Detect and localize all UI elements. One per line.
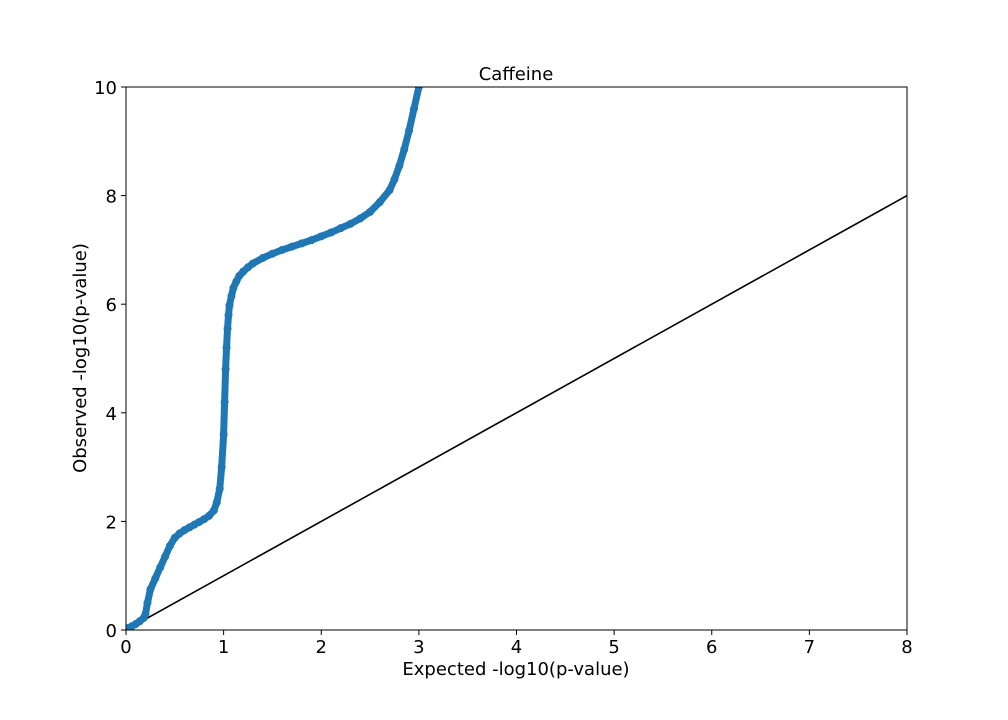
data-point xyxy=(141,609,150,618)
data-point xyxy=(409,104,418,113)
data-point xyxy=(317,232,326,241)
data-point xyxy=(278,245,287,254)
x-tick-label: 0 xyxy=(120,637,131,658)
x-tick-label: 2 xyxy=(316,637,327,658)
data-point xyxy=(212,498,221,507)
data-point xyxy=(248,259,257,268)
data-point xyxy=(165,541,174,550)
data-point xyxy=(395,161,404,170)
data-point xyxy=(219,430,228,439)
x-tick-label: 3 xyxy=(413,637,424,658)
x-axis-ticks: 0 1 2 3 4 5 6 7 8 xyxy=(120,630,913,658)
data-point xyxy=(156,563,165,572)
x-tick-label: 6 xyxy=(706,637,717,658)
plot-marks xyxy=(126,87,907,630)
data-point xyxy=(385,186,394,195)
data-point xyxy=(229,283,238,292)
data-point xyxy=(400,145,409,154)
data-point xyxy=(287,242,296,251)
data-point xyxy=(346,219,355,228)
y-axis-ticks: 0 2 4 6 8 10 xyxy=(94,78,126,642)
y-tick-label: 0 xyxy=(106,621,117,642)
data-point xyxy=(336,224,345,233)
reference-line xyxy=(126,194,907,630)
data-point xyxy=(356,214,365,223)
x-axis-label: Expected -log10(p-value) xyxy=(402,659,629,680)
x-tick-label: 7 xyxy=(804,637,815,658)
y-tick-label: 8 xyxy=(106,187,117,208)
data-point xyxy=(390,175,399,184)
data-point xyxy=(221,365,230,374)
data-point xyxy=(215,484,224,493)
data-point xyxy=(223,324,232,333)
x-tick-label: 1 xyxy=(218,637,229,658)
y-tick-label: 2 xyxy=(106,512,117,533)
plot-area xyxy=(125,86,908,631)
y-tick-label: 6 xyxy=(106,295,117,316)
axes-frame xyxy=(125,86,908,631)
data-point xyxy=(217,463,226,472)
data-point xyxy=(227,292,236,301)
data-point xyxy=(209,506,218,515)
data-point xyxy=(268,249,277,258)
data-point xyxy=(225,301,234,310)
data-point xyxy=(414,87,423,91)
data-point xyxy=(375,198,384,207)
data-point xyxy=(224,311,233,320)
data-point xyxy=(151,574,160,583)
data-point xyxy=(146,585,155,594)
data-point xyxy=(297,239,306,248)
data-point xyxy=(222,343,231,352)
data-point xyxy=(366,207,375,216)
y-tick-label: 4 xyxy=(106,404,117,425)
y-tick-label: 10 xyxy=(94,78,117,99)
x-tick-label: 5 xyxy=(608,637,619,658)
data-point xyxy=(258,254,267,263)
data-point xyxy=(307,236,316,245)
y-axis-label: Observed -log10(p-value) xyxy=(70,243,91,473)
data-point xyxy=(204,511,213,520)
data-point xyxy=(143,598,152,607)
data-point xyxy=(327,228,336,237)
data-point xyxy=(220,397,229,406)
data-point xyxy=(161,552,170,561)
x-tick-label: 8 xyxy=(901,637,912,658)
data-point xyxy=(405,126,414,135)
chart-title: Caffeine xyxy=(479,64,554,85)
x-tick-label: 4 xyxy=(511,637,522,658)
